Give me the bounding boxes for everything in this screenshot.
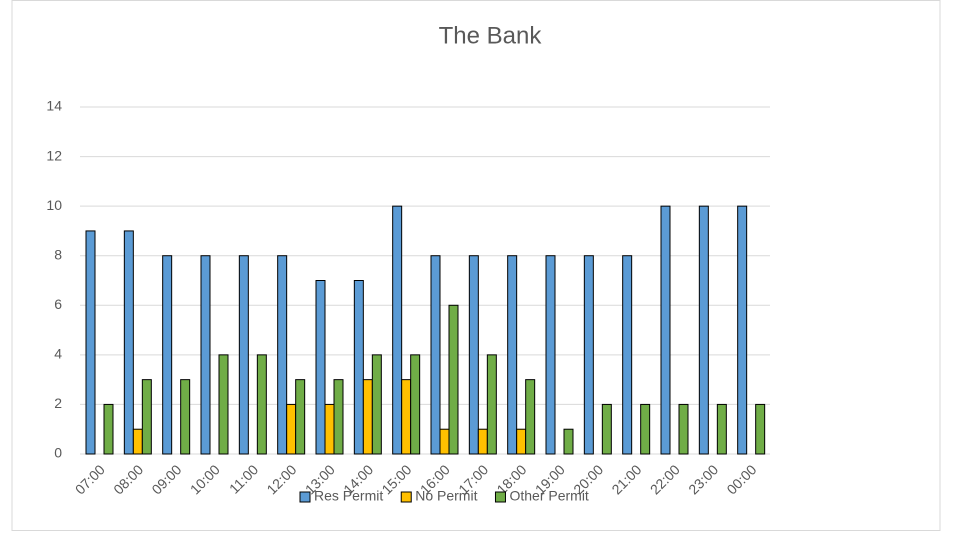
bar <box>295 379 306 455</box>
bar <box>123 230 134 455</box>
bar <box>678 403 689 455</box>
y-tick-label: 0 <box>54 445 62 461</box>
bar <box>218 354 229 455</box>
legend-swatch <box>400 491 412 503</box>
bar <box>392 205 403 455</box>
bar <box>698 205 709 455</box>
bar <box>601 403 612 455</box>
y-tick-label: 14 <box>46 98 62 114</box>
bar <box>162 255 173 455</box>
y-tick-label: 8 <box>54 246 62 262</box>
bar <box>180 379 191 455</box>
bar <box>737 205 748 455</box>
bar <box>324 403 335 455</box>
y-tick-label: 12 <box>46 147 62 163</box>
bar <box>132 428 143 455</box>
y-tick-label: 10 <box>46 197 62 213</box>
bar <box>448 304 459 455</box>
y-tick-label: 2 <box>54 395 62 411</box>
bar <box>525 379 536 455</box>
bar <box>477 428 488 455</box>
bar <box>430 255 441 455</box>
bar <box>401 379 412 455</box>
bar <box>716 403 727 455</box>
legend-label: Other Permit <box>509 488 588 504</box>
bar <box>622 255 633 455</box>
bar <box>103 403 114 455</box>
bar <box>439 428 450 455</box>
bar <box>516 428 527 455</box>
bar <box>286 403 297 455</box>
bar <box>468 255 479 455</box>
bar <box>545 255 556 455</box>
bar <box>371 354 382 455</box>
bar <box>141 379 152 455</box>
bar <box>640 403 651 455</box>
bar <box>353 280 364 455</box>
bar <box>755 403 766 455</box>
bar <box>660 205 671 455</box>
bar <box>315 280 326 455</box>
bar <box>507 255 518 455</box>
bar <box>85 230 96 455</box>
bar <box>200 255 211 455</box>
legend-label: No Permit <box>415 488 477 504</box>
bar <box>256 354 267 455</box>
bar <box>333 379 344 455</box>
bar <box>583 255 594 455</box>
bar <box>486 354 497 455</box>
bar <box>362 379 373 455</box>
y-tick-label: 6 <box>54 296 62 312</box>
legend-swatch <box>299 491 311 503</box>
legend-label: Res Permit <box>314 488 383 504</box>
bar <box>277 255 288 455</box>
bar <box>238 255 249 455</box>
legend-swatch <box>494 491 506 503</box>
y-tick-label: 4 <box>54 346 62 362</box>
bar <box>563 428 574 455</box>
chart-title: The Bank <box>439 22 543 49</box>
bar <box>410 354 421 455</box>
